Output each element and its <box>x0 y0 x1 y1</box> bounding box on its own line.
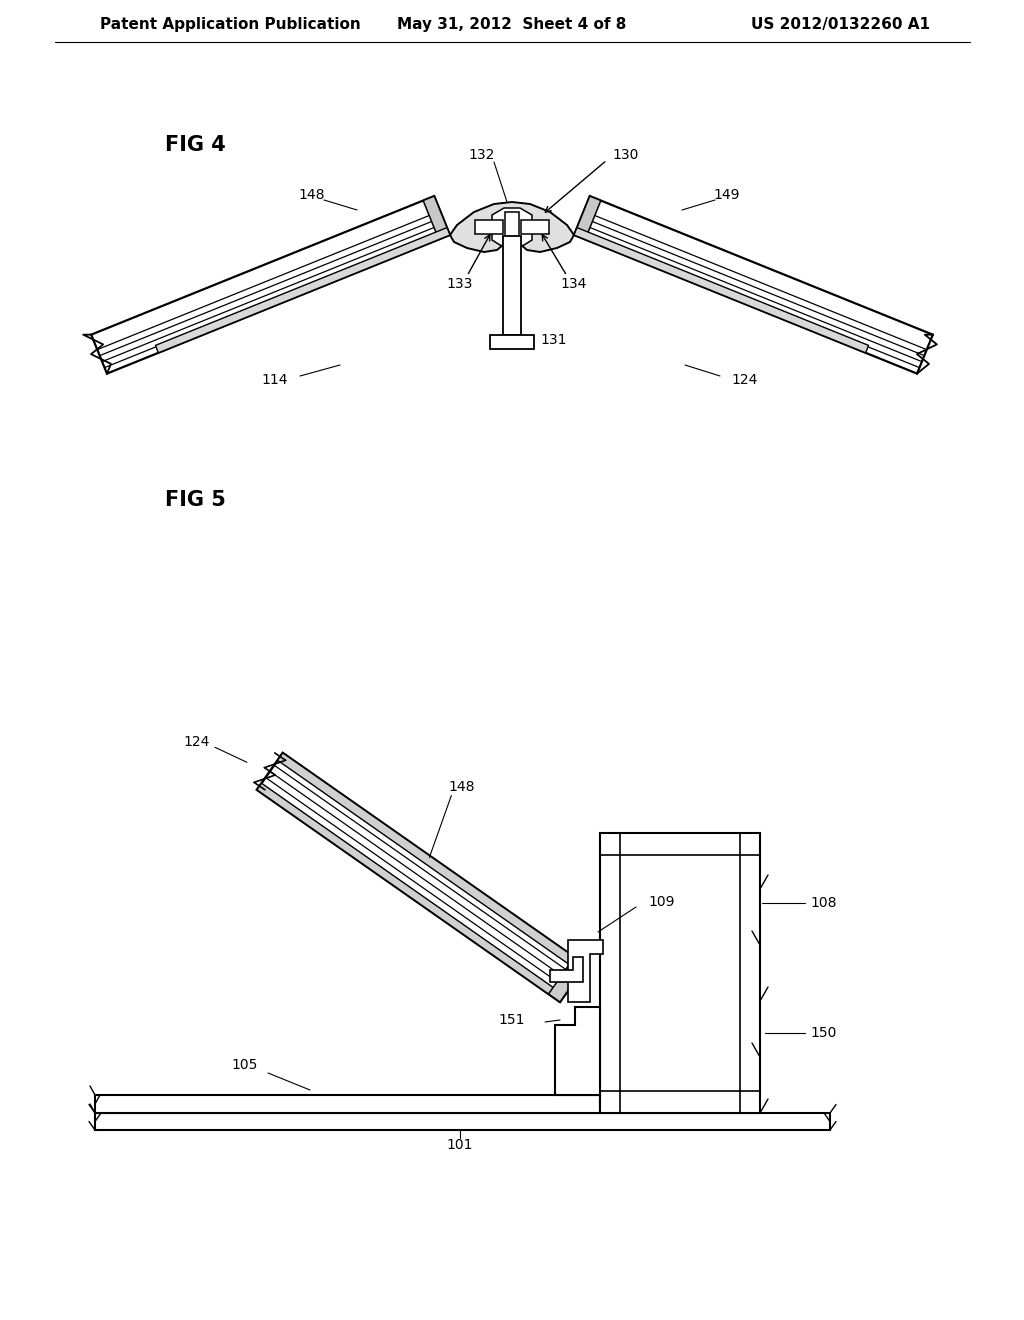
Text: May 31, 2012  Sheet 4 of 8: May 31, 2012 Sheet 4 of 8 <box>397 17 627 33</box>
Text: 114: 114 <box>262 374 288 387</box>
Text: 101: 101 <box>446 1138 473 1152</box>
Text: 132: 132 <box>469 148 496 162</box>
Text: 108: 108 <box>810 896 837 909</box>
Text: 151: 151 <box>499 1012 525 1027</box>
Polygon shape <box>278 752 586 973</box>
Polygon shape <box>475 220 503 234</box>
Text: 109: 109 <box>648 895 675 909</box>
Text: US 2012/0132260 A1: US 2012/0132260 A1 <box>751 17 930 33</box>
Text: 134: 134 <box>561 277 587 290</box>
Text: 124: 124 <box>732 374 758 387</box>
Polygon shape <box>568 940 603 1002</box>
Polygon shape <box>91 197 450 374</box>
Text: Patent Application Publication: Patent Application Publication <box>100 17 360 33</box>
Polygon shape <box>600 833 760 1113</box>
Text: 133: 133 <box>446 277 473 290</box>
Polygon shape <box>95 1096 600 1113</box>
Text: FIG 5: FIG 5 <box>165 490 226 510</box>
Polygon shape <box>156 227 450 352</box>
Polygon shape <box>503 236 521 335</box>
Polygon shape <box>450 202 574 252</box>
Text: 148: 148 <box>449 780 474 795</box>
Polygon shape <box>574 197 933 374</box>
Polygon shape <box>257 752 586 1002</box>
Polygon shape <box>492 209 532 248</box>
Polygon shape <box>257 783 564 1002</box>
Text: 149: 149 <box>714 187 740 202</box>
Polygon shape <box>505 213 519 240</box>
Polygon shape <box>490 335 534 348</box>
Polygon shape <box>574 197 601 239</box>
Text: 150: 150 <box>810 1026 837 1040</box>
Text: 131: 131 <box>540 333 566 347</box>
Polygon shape <box>555 1007 600 1096</box>
Polygon shape <box>574 227 868 352</box>
Polygon shape <box>521 220 549 234</box>
Text: 124: 124 <box>183 735 210 750</box>
Text: 130: 130 <box>612 148 638 162</box>
Polygon shape <box>95 1113 830 1130</box>
Text: FIG 4: FIG 4 <box>165 135 225 154</box>
Polygon shape <box>423 197 450 239</box>
Polygon shape <box>550 957 583 982</box>
Text: 148: 148 <box>299 187 326 202</box>
Polygon shape <box>549 957 586 1002</box>
Text: 105: 105 <box>231 1059 258 1072</box>
